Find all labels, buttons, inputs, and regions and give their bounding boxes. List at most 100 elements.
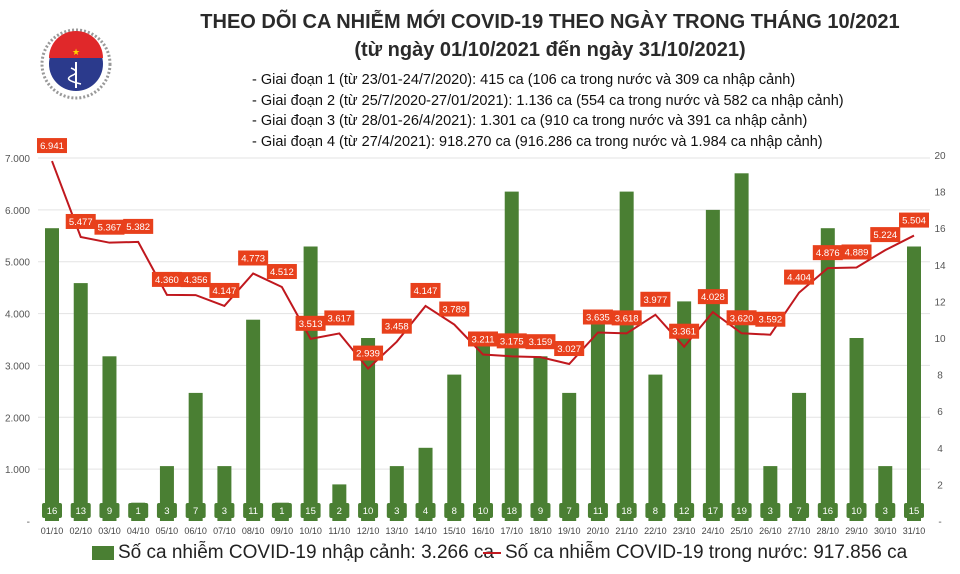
domestic-cases-line bbox=[51, 160, 915, 371]
bar bbox=[590, 319, 605, 521]
line-data-label: 3.513 bbox=[299, 319, 323, 330]
line-data-label: 4.876 bbox=[816, 248, 840, 259]
line-data-label: 3.617 bbox=[327, 313, 351, 324]
bar-label-box bbox=[559, 503, 580, 518]
x-tick-label: 22/10 bbox=[644, 526, 667, 536]
bar-label-box bbox=[156, 503, 177, 518]
phase-notes: - Giai đoạn 1 (từ 23/01-24/7/2020): 415 … bbox=[252, 70, 844, 152]
x-tick-label: 29/10 bbox=[845, 526, 868, 536]
bar bbox=[562, 392, 577, 521]
bar-data-label: 17 bbox=[708, 506, 719, 517]
line-label-box bbox=[525, 334, 556, 350]
line-label-box bbox=[870, 227, 901, 243]
bar bbox=[533, 356, 548, 521]
x-tick-label: 30/10 bbox=[874, 526, 897, 536]
legend-line-label: Số ca nhiễm COVID-19 trong nước: 917.856… bbox=[505, 542, 908, 563]
x-tick-label: 21/10 bbox=[615, 526, 638, 536]
line-data-label: 4.356 bbox=[184, 275, 208, 286]
bar-label-box bbox=[731, 503, 752, 518]
line-label-box bbox=[439, 301, 470, 317]
line-label-box bbox=[899, 212, 929, 228]
right-tick-label: 18 bbox=[934, 188, 946, 199]
line-data-label: 3.458 bbox=[385, 322, 409, 333]
bar-data-label: 8 bbox=[653, 506, 658, 517]
x-tick-label: 07/10 bbox=[213, 526, 236, 536]
x-tick-label: 25/10 bbox=[730, 526, 753, 536]
x-tick-label: 12/10 bbox=[357, 526, 380, 536]
bar-label-box bbox=[243, 503, 264, 518]
line-data-label: 2.939 bbox=[356, 349, 380, 360]
bar bbox=[188, 392, 203, 521]
bar-label-box bbox=[875, 503, 896, 518]
bar-data-label: 16 bbox=[823, 506, 834, 517]
bar-data-label: 19 bbox=[736, 506, 747, 517]
x-tick-label: 31/10 bbox=[903, 526, 926, 536]
x-tick-label: 15/10 bbox=[443, 526, 466, 536]
line-label-box bbox=[582, 309, 613, 325]
line-data-label: 3.175 bbox=[500, 336, 524, 347]
right-tick-label: 14 bbox=[934, 261, 946, 272]
line-label-box bbox=[65, 213, 96, 229]
bar-data-label: 18 bbox=[506, 506, 517, 517]
left-tick-label: 1.000 bbox=[5, 465, 30, 476]
right-tick-label: 8 bbox=[937, 371, 943, 382]
bar-data-label: 10 bbox=[363, 506, 374, 517]
x-tick-label: 03/10 bbox=[98, 526, 121, 536]
bar-label-box bbox=[760, 503, 781, 518]
line-label-box bbox=[295, 315, 326, 331]
right-tick-label: - bbox=[938, 517, 941, 528]
bar-label-box bbox=[99, 503, 120, 518]
line-label-box bbox=[726, 310, 757, 326]
bar-label-box bbox=[329, 503, 350, 518]
bar-label-box bbox=[185, 503, 206, 518]
bar-data-label: 7 bbox=[567, 506, 572, 517]
line-label-box bbox=[496, 333, 527, 349]
line-data-label: 5.504 bbox=[902, 216, 926, 227]
right-tick-label: 6 bbox=[937, 407, 943, 418]
title-line-2: (từ ngày 01/10/2021 đến ngày 31/10/2021) bbox=[354, 39, 746, 61]
line-data-label: 5.477 bbox=[69, 217, 93, 228]
line-data-label: 4.028 bbox=[701, 292, 725, 303]
line-label-box bbox=[94, 219, 125, 235]
note-phase-1: - Giai đoạn 1 (từ 23/01-24/7/2020): 415 … bbox=[252, 72, 796, 88]
note-phase-4: - Giai đoạn 4 (từ 27/4/2021): 918.270 ca… bbox=[252, 133, 823, 150]
line-data-label: 4.773 bbox=[241, 253, 265, 264]
bar-label-box bbox=[789, 503, 810, 518]
title-line-1: THEO DÕI CA NHIỄM MỚI COVID-19 THEO NGÀY… bbox=[200, 11, 900, 33]
bar-label-box bbox=[530, 503, 551, 518]
x-tick-label: 18/10 bbox=[529, 526, 552, 536]
bar-label-box bbox=[415, 503, 436, 518]
bar bbox=[734, 173, 749, 522]
right-tick-label: 12 bbox=[934, 297, 946, 308]
bar-label-box bbox=[444, 503, 465, 518]
x-tick-label: 23/10 bbox=[673, 526, 696, 536]
line-label-box bbox=[209, 282, 240, 298]
line-data-label: 5.382 bbox=[126, 222, 150, 233]
note-phase-3: - Giai đoạn 3 (từ 28/01-26/4/2021): 1.30… bbox=[252, 113, 808, 129]
line-data-label: 3.789 bbox=[442, 305, 466, 316]
bar-label-box bbox=[70, 503, 91, 518]
x-tick-label: 13/10 bbox=[386, 526, 409, 536]
right-tick-label: 2 bbox=[937, 480, 943, 491]
bar-data-label: 7 bbox=[796, 506, 801, 517]
line-data-label: 3.159 bbox=[529, 337, 553, 348]
line-label-box bbox=[353, 345, 384, 361]
chart-title: THEO DÕI CA NHIỄM MỚI COVID-19 THEO NGÀY… bbox=[160, 8, 940, 64]
line-label-box bbox=[410, 282, 441, 298]
bar bbox=[102, 356, 117, 521]
bar-data-label: 11 bbox=[248, 506, 258, 517]
bar-label-box bbox=[271, 503, 292, 518]
line-label-box bbox=[554, 341, 585, 357]
line-data-label: 3.620 bbox=[730, 313, 754, 324]
bar-data-label: 7 bbox=[193, 506, 198, 517]
bar-label-box bbox=[702, 503, 723, 518]
bar-data-label: 1 bbox=[279, 506, 284, 517]
x-tick-label: 05/10 bbox=[156, 526, 179, 536]
bar bbox=[705, 209, 720, 521]
line-data-label: 3.977 bbox=[644, 295, 668, 306]
x-tick-label: 09/10 bbox=[271, 526, 294, 536]
line-data-label: 3.592 bbox=[758, 315, 782, 326]
legend-bar: Số ca nhiễm COVID-19 nhập cảnh: 3.266 ca bbox=[92, 542, 494, 564]
x-tick-label: 11/10 bbox=[328, 526, 350, 536]
